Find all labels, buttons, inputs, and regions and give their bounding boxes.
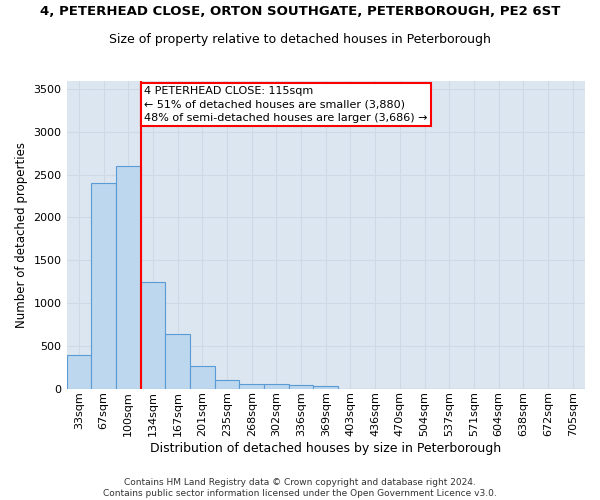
Text: Contains HM Land Registry data © Crown copyright and database right 2024.
Contai: Contains HM Land Registry data © Crown c… — [103, 478, 497, 498]
Bar — [215, 380, 239, 388]
Bar — [140, 282, 165, 389]
Y-axis label: Number of detached properties: Number of detached properties — [15, 142, 28, 328]
Text: Size of property relative to detached houses in Peterborough: Size of property relative to detached ho… — [109, 32, 491, 46]
X-axis label: Distribution of detached houses by size in Peterborough: Distribution of detached houses by size … — [150, 442, 502, 455]
Text: 4 PETERHEAD CLOSE: 115sqm
← 51% of detached houses are smaller (3,880)
48% of se: 4 PETERHEAD CLOSE: 115sqm ← 51% of detac… — [145, 86, 428, 123]
Bar — [264, 384, 289, 388]
Bar — [313, 386, 338, 388]
Bar — [67, 356, 91, 388]
Bar — [116, 166, 140, 388]
Text: 4, PETERHEAD CLOSE, ORTON SOUTHGATE, PETERBOROUGH, PE2 6ST: 4, PETERHEAD CLOSE, ORTON SOUTHGATE, PET… — [40, 5, 560, 18]
Bar — [239, 384, 264, 388]
Bar — [165, 334, 190, 388]
Bar — [91, 183, 116, 388]
Bar — [190, 366, 215, 388]
Bar — [289, 385, 313, 388]
